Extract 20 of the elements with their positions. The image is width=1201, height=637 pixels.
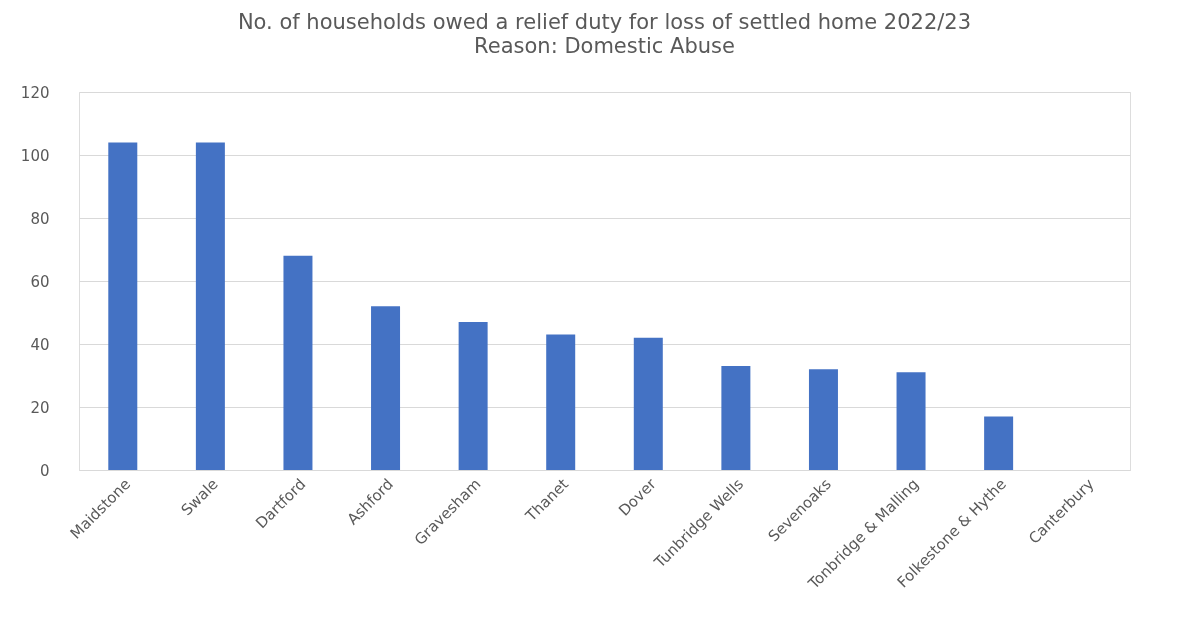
bar: [283, 255, 313, 470]
y-tick-label: 40: [30, 335, 50, 354]
bar: [108, 142, 138, 470]
bar: [984, 416, 1014, 470]
y-tick-label: 20: [30, 398, 50, 417]
chart-subtitle: Reason: Domestic Abuse: [474, 34, 735, 58]
bar: [195, 142, 225, 470]
bar: [721, 366, 751, 470]
bar: [896, 372, 926, 470]
bar: [371, 306, 401, 470]
y-tick-label: 80: [30, 209, 50, 228]
bar: [633, 337, 663, 470]
y-tick-label: 60: [30, 272, 50, 291]
bar: [808, 369, 838, 470]
bar: [546, 334, 576, 470]
bar: [458, 321, 488, 470]
y-tick-label: 120: [20, 83, 50, 102]
y-tick-label: 0: [39, 461, 50, 480]
y-tick-label: 100: [20, 146, 50, 165]
chart-title: No. of households owed a relief duty for loss of settled home 2022/23: [237, 10, 972, 34]
